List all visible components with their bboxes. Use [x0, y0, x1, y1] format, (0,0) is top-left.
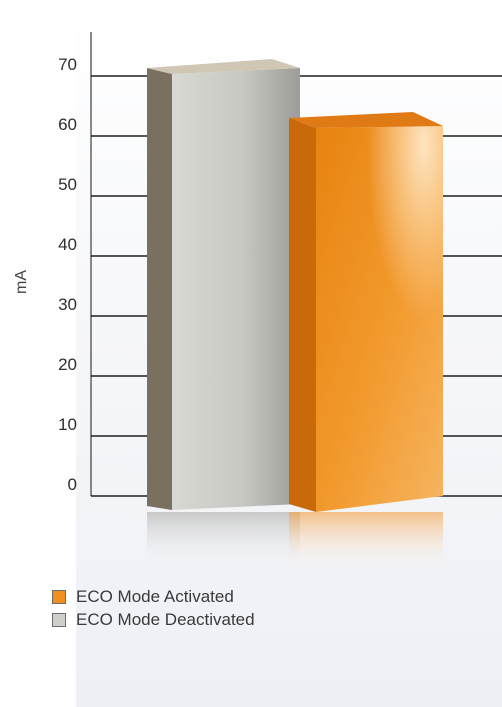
legend-label-activated: ECO Mode Activated — [76, 587, 234, 606]
y-tick-label-10: 10 — [58, 415, 77, 434]
y-tick-label-60: 60 — [58, 115, 77, 134]
legend-swatch-deactivated — [52, 613, 66, 627]
y-tick-label-20: 20 — [58, 355, 77, 374]
y-tick-label-0: 0 — [68, 475, 77, 494]
legend-label-deactivated: ECO Mode Deactivated — [76, 610, 255, 629]
reflection-deactivated — [147, 512, 300, 572]
y-axis-label: mA — [13, 270, 30, 294]
y-tick-label-70: 70 — [58, 55, 77, 74]
chart-legend: ECO Mode Activated ECO Mode Deactivated — [52, 586, 255, 632]
legend-item-activated: ECO Mode Activated — [52, 586, 255, 608]
reflection-activated — [289, 512, 443, 572]
y-tick-label-30: 30 — [58, 295, 77, 314]
y-tick-label-40: 40 — [58, 235, 77, 254]
legend-swatch-activated — [52, 590, 66, 604]
legend-item-deactivated: ECO Mode Deactivated — [52, 609, 255, 631]
bar-eco-mode-activated — [289, 112, 443, 512]
y-tick-label-50: 50 — [58, 175, 77, 194]
bar-eco-mode-deactivated — [147, 59, 300, 510]
